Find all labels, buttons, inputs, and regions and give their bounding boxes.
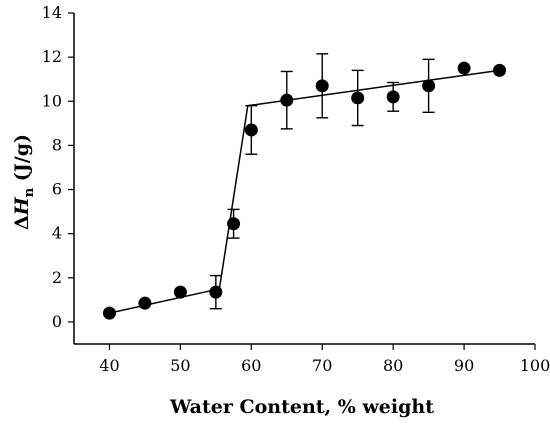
y-tick-label: 6 (52, 180, 62, 199)
y-tick-label: 12 (42, 47, 62, 66)
data-point (351, 91, 365, 105)
y-tick-label: 10 (42, 91, 62, 110)
data-point (102, 306, 116, 320)
y-axis-title: ΔHn (J/g) (11, 134, 37, 230)
x-tick-label: 80 (383, 356, 403, 375)
fit-line-group (109, 69, 500, 314)
x-tick-label: 100 (520, 356, 550, 375)
data-point (227, 217, 241, 231)
fit-line (109, 69, 500, 314)
axes (73, 13, 535, 345)
y-axis-title-symbol: H (11, 196, 33, 216)
data-point (386, 90, 400, 104)
y-tick-label: 4 (52, 224, 62, 243)
data-point (138, 296, 152, 310)
x-tick-label: 40 (99, 356, 119, 375)
data-point (209, 285, 223, 299)
data-point (173, 285, 187, 299)
y-axis-title-prefix: Δ (11, 215, 33, 230)
y-tick-label: 0 (52, 312, 62, 331)
data-point (422, 79, 436, 93)
data-points (102, 61, 507, 320)
data-point (244, 123, 258, 137)
y-tick-label: 2 (52, 268, 62, 287)
x-tick-label: 70 (312, 356, 332, 375)
x-tick-label: 50 (170, 356, 190, 375)
y-tick-label: 14 (42, 3, 62, 22)
x-tick-label: 90 (454, 356, 474, 375)
x-tick-label: 60 (241, 356, 261, 375)
ticks: 0 2 4 6 8 10 12 14 40 50 60 70 80 90 100 (42, 3, 550, 375)
y-axis-title-unit: (J/g) (11, 134, 33, 188)
data-point (457, 61, 471, 75)
y-tick-label: 8 (52, 135, 62, 154)
data-point (280, 93, 294, 107)
y-axis-title-subscript: n (22, 187, 37, 197)
data-point (315, 79, 329, 93)
data-point (493, 63, 507, 77)
x-axis-title: Water Content, % weight (169, 396, 434, 418)
